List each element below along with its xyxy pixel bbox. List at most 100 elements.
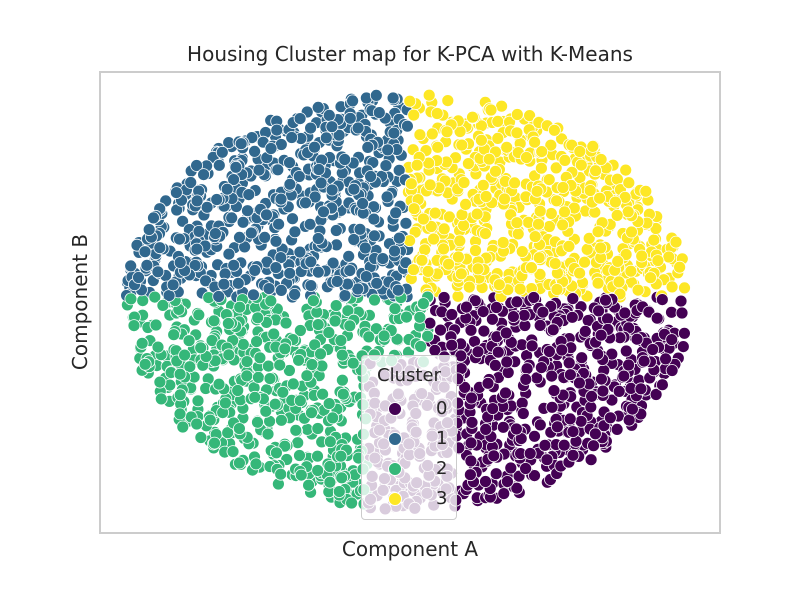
scatter-point-cluster-1 [269, 234, 283, 248]
scatter-point-cluster-1 [283, 177, 297, 191]
scatter-point-cluster-0 [528, 429, 541, 443]
scatter-point-cluster-3 [418, 243, 432, 257]
scatter-point-cluster-1 [229, 160, 243, 174]
scatter-point-cluster-3 [470, 207, 484, 221]
scatter-point-cluster-1 [197, 168, 211, 182]
scatter-point-cluster-0 [535, 361, 548, 375]
scatter-point-cluster-2 [332, 485, 346, 499]
scatter-point-cluster-2 [182, 334, 196, 348]
scatter-point-cluster-1 [231, 276, 245, 290]
scatter-point-cluster-3 [462, 280, 476, 294]
scatter-point-cluster-3 [510, 126, 524, 140]
scatter-point-cluster-0 [564, 368, 577, 382]
scatter-point-cluster-2 [400, 310, 413, 324]
scatter-point-cluster-2 [191, 394, 205, 408]
scatter-point-cluster-1 [304, 279, 318, 293]
scatter-point-cluster-0 [464, 454, 478, 468]
scatter-point-cluster-0 [604, 411, 617, 425]
legend-item-2: 2 [362, 454, 456, 484]
scatter-point-cluster-3 [461, 157, 475, 171]
scatter-point-cluster-2 [306, 294, 320, 308]
scatter-point-cluster-0 [459, 300, 473, 314]
scatter-point-cluster-1 [274, 192, 288, 206]
scatter-point-cluster-0 [585, 389, 598, 403]
scatter-point-cluster-0 [488, 358, 502, 372]
scatter-point-cluster-2 [194, 341, 208, 355]
scatter-point-cluster-3 [474, 133, 488, 147]
scatter-point-cluster-3 [549, 161, 563, 175]
scatter-point-cluster-0 [477, 324, 491, 338]
scatter-point-cluster-3 [457, 176, 471, 189]
scatter-point-cluster-3 [441, 94, 455, 107]
scatter-point-cluster-0 [479, 475, 492, 488]
scatter-point-cluster-1 [262, 282, 276, 296]
scatter-point-cluster-1 [264, 142, 278, 155]
scatter-point-cluster-3 [520, 151, 533, 164]
scatter-point-cluster-3 [440, 125, 454, 139]
scatter-point-cluster-2 [264, 294, 278, 308]
scatter-point-cluster-0 [578, 324, 592, 338]
scatter-point-cluster-0 [594, 328, 608, 342]
scatter-point-cluster-0 [599, 293, 612, 307]
scatter-point-cluster-1 [381, 143, 395, 157]
scatter-point-cluster-1 [293, 112, 307, 125]
scatter-point-cluster-2 [377, 329, 391, 343]
scatter-point-cluster-2 [308, 338, 322, 352]
scatter-point-cluster-0 [504, 461, 518, 475]
scatter-point-cluster-1 [351, 282, 365, 296]
scatter-point-cluster-3 [535, 161, 548, 175]
scatter-point-cluster-3 [422, 88, 436, 102]
scatter-point-cluster-0 [596, 384, 610, 398]
scatter-point-cluster-1 [173, 256, 187, 269]
scatter-point-cluster-2 [305, 358, 319, 371]
scatter-point-cluster-0 [533, 418, 547, 432]
scatter-point-cluster-1 [274, 283, 288, 297]
scatter-point-cluster-3 [644, 271, 657, 285]
scatter-point-cluster-3 [466, 110, 479, 124]
scatter-point-cluster-0 [465, 415, 479, 429]
scatter-point-cluster-0 [496, 420, 510, 434]
scatter-point-cluster-2 [240, 355, 254, 369]
scatter-point-cluster-2 [192, 308, 206, 322]
scatter-point-cluster-3 [586, 139, 600, 153]
scatter-point-cluster-1 [233, 230, 246, 244]
scatter-point-cluster-3 [525, 261, 538, 275]
scatter-point-cluster-1 [222, 247, 236, 261]
scatter-point-cluster-2 [269, 446, 283, 460]
scatter-point-cluster-3 [594, 153, 608, 166]
scatter-point-cluster-1 [272, 217, 286, 231]
scatter-point-cluster-2 [268, 397, 282, 411]
scatter-point-cluster-0 [626, 402, 639, 416]
scatter-point-cluster-2 [148, 290, 162, 304]
scatter-point-cluster-3 [454, 267, 468, 281]
scatter-point-cluster-1 [247, 288, 260, 302]
scatter-point-cluster-1 [391, 283, 405, 297]
scatter-point-cluster-0 [557, 438, 571, 452]
scatter-point-cluster-0 [617, 369, 631, 383]
scatter-point-cluster-2 [259, 404, 273, 418]
scatter-point-cluster-1 [212, 290, 226, 303]
scatter-point-cluster-3 [407, 202, 421, 216]
scatter-point-cluster-1 [283, 266, 297, 280]
scatter-point-cluster-1 [367, 212, 381, 226]
scatter-point-cluster-2 [414, 340, 428, 353]
scatter-point-cluster-1 [234, 137, 248, 151]
scatter-point-cluster-1 [380, 190, 394, 204]
scatter-point-cluster-0 [468, 294, 482, 308]
scatter-point-cluster-3 [476, 178, 490, 192]
scatter-point-cluster-1 [387, 126, 401, 140]
scatter-point-cluster-2 [212, 377, 226, 391]
chart-title: Housing Cluster map for K-PCA with K-Mea… [187, 42, 633, 66]
scatter-point-cluster-0 [655, 293, 669, 307]
scatter-point-cluster-3 [471, 262, 485, 276]
scatter-point-cluster-3 [558, 153, 572, 167]
scatter-point-cluster-3 [582, 231, 596, 245]
scatter-point-cluster-3 [451, 289, 465, 303]
scatter-point-cluster-2 [273, 358, 287, 372]
scatter-point-cluster-3 [431, 140, 445, 154]
scatter-point-cluster-1 [166, 278, 180, 292]
scatter-point-cluster-2 [335, 348, 349, 362]
scatter-point-cluster-2 [278, 342, 292, 356]
scatter-point-cluster-0 [675, 306, 689, 320]
scatter-point-cluster-1 [227, 173, 241, 187]
